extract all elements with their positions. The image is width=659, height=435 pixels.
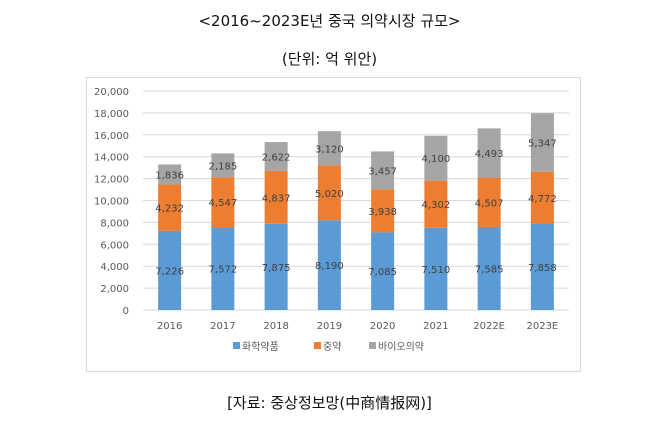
bar-segment [424, 180, 448, 228]
x-tick-label: 2022E [473, 321, 505, 332]
bar-segment [477, 177, 501, 227]
data-label: 4,493 [475, 149, 504, 160]
data-label: 3,120 [315, 144, 344, 155]
x-tick-label: 2020 [370, 321, 395, 332]
bar-segment [158, 230, 182, 310]
stacked-bar-chart: 0 2,000 4,000 6,000 8,000 10,000 12,000 14,000 1… [94, 87, 569, 353]
bar-segment [158, 184, 182, 231]
legend-label: 바이오의약 [378, 341, 424, 353]
data-label: 1,836 [155, 170, 184, 181]
data-label: 7,510 [422, 265, 451, 276]
data-label: 4,772 [528, 194, 557, 205]
bar-segment [264, 223, 288, 310]
data-label: 4,100 [422, 154, 451, 165]
x-tick-label: 2019 [317, 321, 342, 332]
bar-segment [317, 131, 341, 166]
bar-segment [477, 128, 501, 178]
bar-segment [264, 170, 288, 224]
y-tick-label: 20,000 [94, 87, 129, 98]
x-tick-label: 2017 [210, 321, 235, 332]
bar-segment [211, 153, 235, 178]
y-tick-label: 18,000 [94, 109, 129, 120]
data-label: 2,185 [209, 161, 238, 172]
data-label: 4,302 [422, 200, 451, 211]
legend-swatch [369, 342, 376, 349]
y-tick-label: 4,000 [100, 262, 129, 273]
bar-segment [317, 220, 341, 310]
data-label: 7,585 [475, 264, 504, 275]
bar-segment [211, 177, 235, 228]
bar-segment [371, 151, 395, 190]
data-label: 7,572 [209, 265, 238, 276]
data-label: 5,347 [528, 138, 557, 149]
chart-area: 0 2,000 4,000 6,000 8,000 10,000 12,000 14,000 1… [86, 77, 581, 372]
bar-segment [158, 164, 182, 185]
y-tick-label: 16,000 [94, 131, 129, 142]
y-tick-label: 8,000 [100, 218, 129, 229]
x-tick-label: 2016 [157, 321, 182, 332]
bar-segment [530, 113, 554, 172]
bar-segment [211, 227, 235, 310]
legend-label: 화학약품 [242, 341, 279, 353]
y-tick-label: 0 [123, 306, 129, 317]
data-label: 7,226 [155, 266, 184, 277]
data-label: 5,020 [315, 189, 344, 200]
data-label: 4,507 [475, 198, 504, 209]
legend-swatch [314, 342, 321, 349]
data-label: 2,622 [262, 152, 291, 163]
bar-segment [371, 232, 395, 310]
x-tick-label: 2023E [526, 321, 558, 332]
chart-unit: (단위: 억 위안) [281, 50, 378, 68]
data-label: 8,190 [315, 261, 344, 272]
y-tick-label: 14,000 [94, 153, 129, 164]
data-label: 7,085 [368, 267, 397, 278]
x-tick-label: 2018 [263, 321, 288, 332]
y-tick-label: 2,000 [100, 284, 129, 295]
legend-label: 중약 [323, 341, 341, 353]
data-label: 7,858 [528, 263, 557, 274]
bar-segment [530, 223, 554, 310]
y-tick-label: 12,000 [94, 175, 129, 186]
legend-swatch [233, 342, 240, 349]
data-label: 7,875 [262, 263, 291, 274]
y-tick-label: 10,000 [94, 197, 129, 208]
y-tick-label: 6,000 [100, 240, 129, 251]
data-label: 4,232 [155, 204, 184, 215]
bar-segment [424, 135, 448, 181]
x-tick-label: 2021 [423, 321, 448, 332]
data-label: 3,938 [368, 207, 397, 218]
data-label: 4,547 [209, 198, 238, 209]
source-note: [자료: 중상정보망(中商情报网)] [227, 394, 432, 412]
bar-segment [371, 189, 395, 233]
data-label: 3,457 [368, 166, 397, 177]
bar-segment [477, 226, 501, 310]
data-label: 4,837 [262, 193, 291, 204]
bar-segment [264, 142, 288, 171]
bar-segment [530, 171, 554, 224]
bar-segment [317, 165, 341, 221]
bar-segment [424, 227, 448, 310]
chart-title: <2016~2023E년 중국 의약시장 규모> [198, 12, 461, 30]
